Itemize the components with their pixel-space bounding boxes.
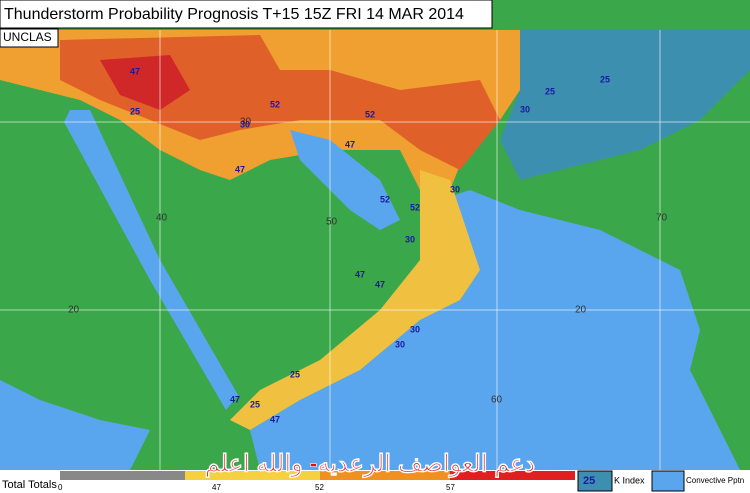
contour-label: 30 xyxy=(410,324,420,334)
scale-tick: 57 xyxy=(446,483,455,492)
lon-label: 50 xyxy=(326,217,338,228)
ocean xyxy=(250,190,740,470)
class-box xyxy=(0,28,59,48)
lon-label: 70 xyxy=(656,213,668,224)
contour-label: 30 xyxy=(520,104,530,114)
lat-label: 20 xyxy=(68,305,80,316)
convective-label: Convective Pptn xyxy=(686,476,744,485)
contour-label: 30 xyxy=(450,184,460,194)
lon-label: 40 xyxy=(156,213,168,224)
contour-label: 25 xyxy=(130,106,140,116)
gulf-of-aden xyxy=(0,380,150,470)
contour-label: 30 xyxy=(405,234,415,244)
contour-label: 47 xyxy=(355,269,365,279)
persian-gulf xyxy=(290,130,400,230)
overlay-text: دعم العواصف الرعديه- والله اعلم xyxy=(205,450,535,478)
classification: UNCLAS xyxy=(3,30,52,44)
contour-label: 25 xyxy=(600,74,610,84)
contour-label: 47 xyxy=(130,66,140,76)
lat-label: 20 xyxy=(575,305,587,316)
kindex-label: K Index xyxy=(614,475,645,485)
scale-top xyxy=(450,471,575,480)
contour-label: 52 xyxy=(380,194,390,204)
contour-labels: 47 52 30 25 52 47 52 30 47 52 30 47 30 25 47 30 25 47 25 30… xyxy=(130,66,610,424)
red-sea xyxy=(64,110,238,410)
graticule-labels: 40 50 60 70 30 20 20 xyxy=(68,117,668,406)
kindex-area xyxy=(500,30,750,180)
graticule xyxy=(0,30,750,470)
title-box xyxy=(0,0,493,29)
contour-label: 30 xyxy=(240,119,250,129)
contour-label: 30 xyxy=(395,339,405,349)
contour-label: 25 xyxy=(250,399,260,409)
contour-label: 47 xyxy=(230,394,240,404)
scale-mid xyxy=(185,471,320,480)
hot-area xyxy=(100,55,190,110)
lat-label: 30 xyxy=(240,117,252,128)
contour-label: 47 xyxy=(270,414,280,424)
kindex-swatch xyxy=(577,470,613,492)
contour-label: 47 xyxy=(375,279,385,289)
title: Thunderstorm Probability Prognosis T+15 … xyxy=(4,6,464,23)
scale-high xyxy=(320,471,450,480)
convective-swatch xyxy=(651,470,685,492)
scale-tick: 47 xyxy=(212,483,221,492)
contour-label: 52 xyxy=(270,99,280,109)
contour-label: 52 xyxy=(410,202,420,212)
scale-tick: 0 xyxy=(58,483,63,492)
contour-label: 47 xyxy=(235,164,245,174)
contour-label: 52 xyxy=(365,109,375,119)
coastal-belt xyxy=(230,170,480,430)
legend-title: Total Totals xyxy=(2,479,57,491)
contour-label: 47 xyxy=(345,139,355,149)
contour-label: 25 xyxy=(290,369,300,379)
kindex-value: 25 xyxy=(583,475,595,487)
lon-label: 60 xyxy=(491,395,503,406)
scale-ticks: 0 47 52 57 xyxy=(58,483,455,492)
scale-low xyxy=(60,471,185,480)
contour-label: 25 xyxy=(545,86,555,96)
scale-tick: 52 xyxy=(315,483,324,492)
